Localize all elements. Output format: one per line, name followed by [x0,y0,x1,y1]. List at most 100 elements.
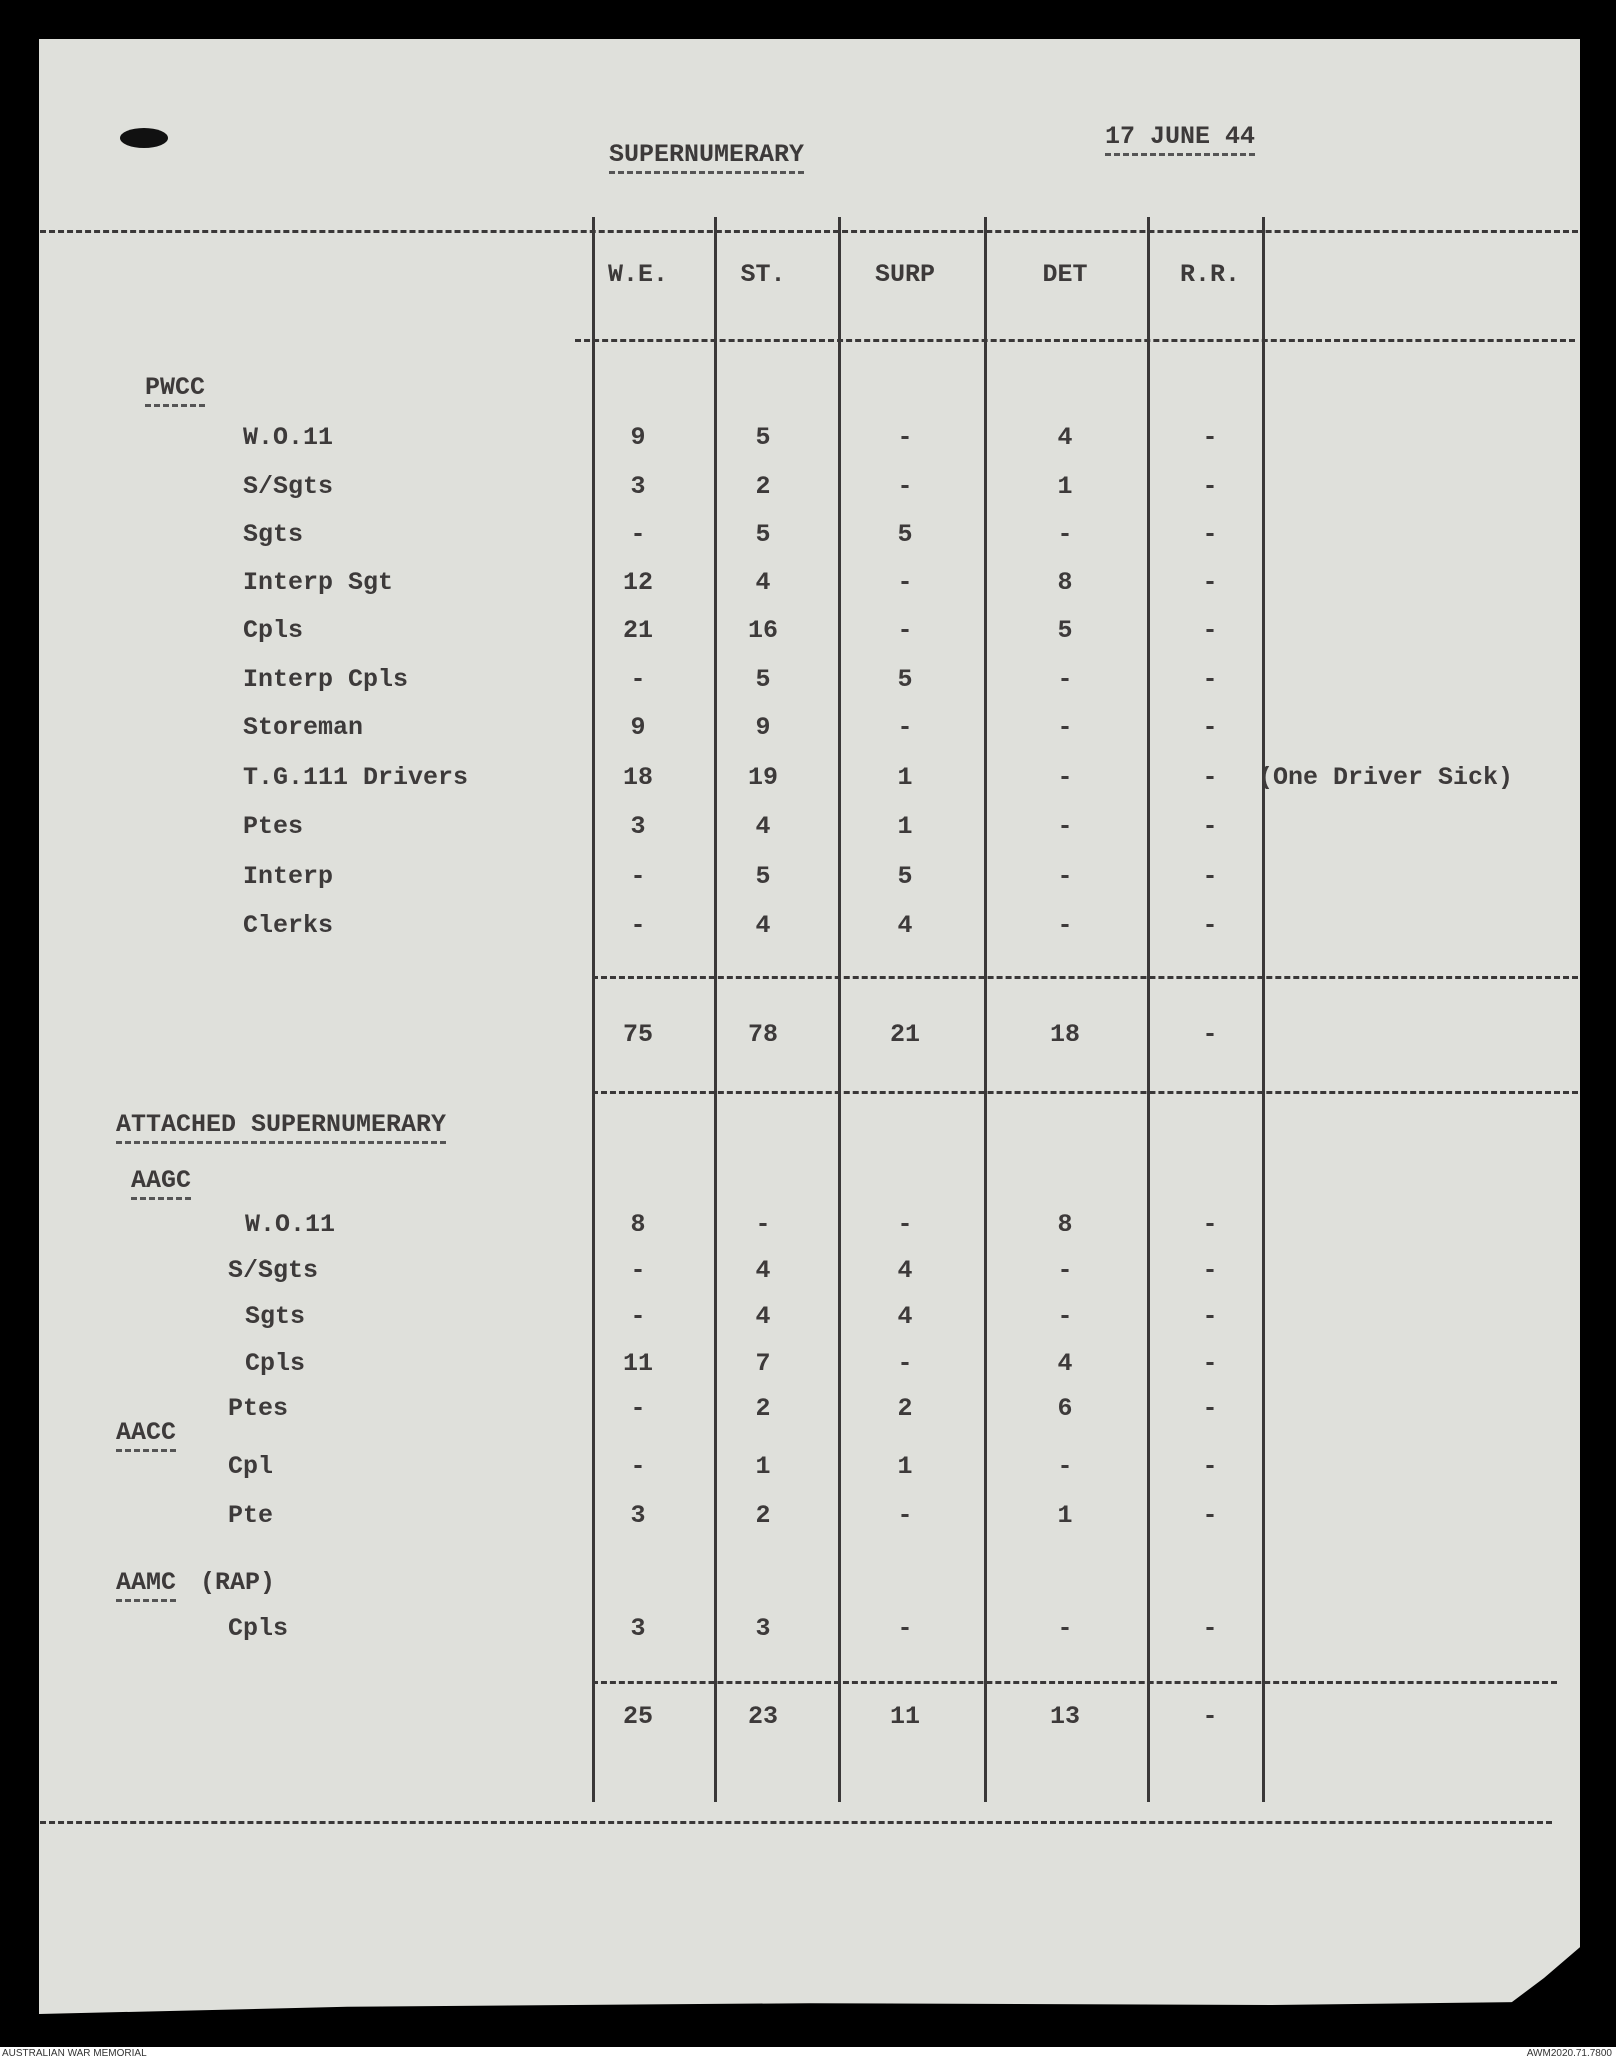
cell-value: 25 [622,1702,654,1731]
row-label: S/Sgts [243,472,334,501]
cell-value: - [1057,862,1073,891]
row-remark: (One Driver Sick) [1258,763,1514,792]
header-rule [575,339,1575,342]
section-label-attached: ATTACHED SUPERNUMERARY [116,1112,447,1144]
row-label: Cpls [228,1614,289,1643]
cell-value: 8 [1057,568,1073,597]
cell-value: 78 [747,1020,779,1049]
row-label: W.O.11 [245,1210,336,1239]
cell-value: 8 [630,1210,646,1239]
cell-value: 11 [622,1349,654,1378]
cell-value: 4 [755,812,771,841]
cell-value: 1 [1057,472,1073,501]
cell-value: 18 [1049,1020,1081,1049]
cell-value: 5 [755,423,771,452]
group-label: AAMC [116,1570,177,1602]
row-label: Storeman [243,713,364,742]
cell-value: 4 [897,1256,913,1285]
column-header: ST. [740,260,786,289]
cell-value: - [1202,1614,1218,1643]
column-divider [1262,217,1265,1802]
column-header: DET [1042,260,1088,289]
cell-value: - [630,1256,646,1285]
column-divider [592,217,595,1802]
pwcc-total-rule-top [592,976,1578,979]
row-label: Pte [228,1501,274,1530]
cell-value: 11 [889,1702,921,1731]
cell-value: - [1202,911,1218,940]
row-label: Cpls [243,616,304,645]
cell-value: - [897,1349,913,1378]
pwcc-total-rule-bottom [592,1091,1578,1094]
cell-value: 3 [630,812,646,841]
cell-value: - [1202,1020,1218,1049]
cell-value: - [1057,812,1073,841]
row-label: Sgts [245,1302,306,1331]
cell-value: 5 [897,862,913,891]
cell-value: - [1202,1501,1218,1530]
cell-value: 4 [755,568,771,597]
cell-value: 1 [755,1452,771,1481]
cell-value: - [1202,713,1218,742]
cell-value: 5 [755,520,771,549]
cell-value: 5 [897,665,913,694]
row-label: Sgts [243,520,304,549]
cell-value: 2 [755,472,771,501]
cell-value: - [897,568,913,597]
cell-value: 5 [897,520,913,549]
cell-value: 5 [755,665,771,694]
cell-value: 1 [897,763,913,792]
cell-value: - [1202,568,1218,597]
cell-value: - [1202,763,1218,792]
cell-value: - [1057,1302,1073,1331]
cell-value: 3 [630,1614,646,1643]
row-label: Interp Cpls [243,665,409,694]
cell-value: 1 [1057,1501,1073,1530]
cell-value: 4 [755,911,771,940]
row-label: Ptes [243,812,304,841]
cell-value: 1 [897,812,913,841]
row-label: Cpls [245,1349,306,1378]
cell-value: - [1057,1256,1073,1285]
cell-value: - [897,1501,913,1530]
cell-value: 5 [755,862,771,891]
cell-value: - [1202,472,1218,501]
cell-value: - [1057,911,1073,940]
cell-value: - [1202,1349,1218,1378]
cell-value: 4 [897,911,913,940]
column-divider [984,217,987,1802]
cell-value: - [897,713,913,742]
group-label: AACC [116,1420,177,1452]
cell-value: 21 [622,616,654,645]
cell-value: - [1202,1394,1218,1423]
cell-value: - [897,1614,913,1643]
row-label: Interp Sgt [243,568,394,597]
cell-value: 18 [622,763,654,792]
cell-value: 4 [755,1302,771,1331]
row-label: S/Sgts [228,1256,319,1285]
cell-value: 4 [755,1256,771,1285]
cell-value: - [630,1452,646,1481]
cell-value: 9 [630,713,646,742]
punch-hole [120,128,168,148]
attached-total-rule [592,1681,1557,1684]
cell-value: 9 [630,423,646,452]
cell-value: 5 [1057,616,1073,645]
row-label: Clerks [243,911,334,940]
cell-value: 2 [897,1394,913,1423]
cell-value: 4 [897,1302,913,1331]
cell-value: - [1202,423,1218,452]
cell-value: - [1057,763,1073,792]
group-label: AAGC [131,1168,192,1200]
cell-value: 3 [630,1501,646,1530]
cell-value: - [1057,1452,1073,1481]
table-bottom-rule [40,1821,1552,1824]
table-top-rule [40,230,1578,233]
cell-value: - [1202,665,1218,694]
cell-value: 4 [1057,423,1073,452]
cell-value: - [1202,812,1218,841]
row-label: W.O.11 [243,423,334,452]
cell-value: 6 [1057,1394,1073,1423]
cell-value: 16 [747,616,779,645]
cell-value: 9 [755,713,771,742]
